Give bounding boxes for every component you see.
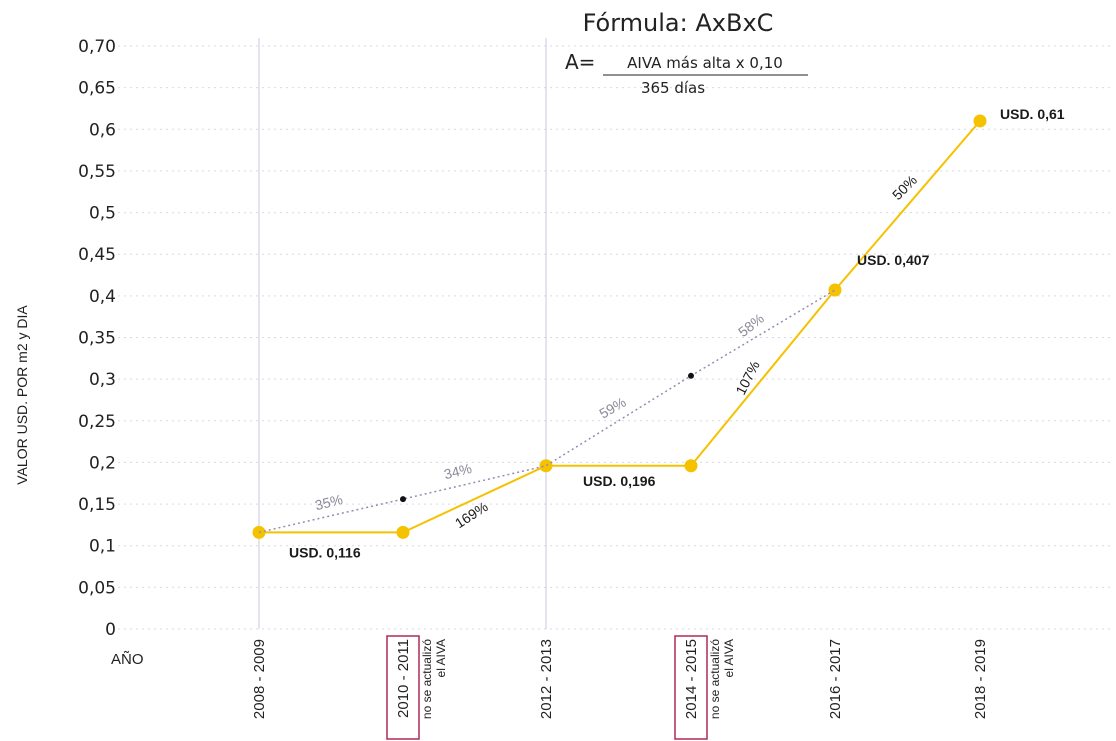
segment-label-alt: 58% — [735, 310, 767, 340]
segment-label: 50% — [889, 172, 920, 203]
x-tick-label: 2016 - 2017 — [827, 639, 844, 719]
y-tick-label: 0,25 — [78, 412, 116, 432]
x-tick-note-line: no se actualizó — [708, 639, 722, 719]
formula-denominator: 365 días — [641, 79, 705, 97]
x-tick: 2012 - 2013 — [538, 639, 555, 719]
x-tick: 2008 - 2009 — [251, 639, 268, 719]
segment-label-alt: 35% — [313, 491, 344, 513]
x-axis-label: AÑO — [111, 651, 144, 668]
y-tick-label: 0,3 — [89, 370, 116, 390]
y-axis-ticks: 0 0,05 0,1 0,15 0,2 0,25 0,3 0,35 0,4 0,45 0,5 0,55… — [78, 37, 116, 640]
grid-lines — [118, 38, 1110, 630]
x-tick-highlight-box — [386, 635, 420, 740]
y-tick-label: 0,45 — [78, 245, 116, 265]
x-tick-note: no se actualizó — [420, 639, 434, 719]
formula-numerator: AIVA más alta x 0,10 — [627, 54, 783, 72]
x-tick-label: 2012 - 2013 — [538, 639, 555, 719]
series-layer — [252, 114, 987, 539]
x-tick: 2018 - 2019 — [972, 639, 989, 719]
series-point-dotted — [688, 372, 694, 379]
y-tick-label: 0,5 — [89, 204, 116, 224]
series-point — [828, 283, 842, 297]
x-tick-note-line: el AIVA — [434, 639, 448, 677]
x-tick-note-line: el AIVA — [722, 639, 736, 677]
series-point — [539, 459, 553, 473]
y-axis-label: VALOR USD. POR m2 y DIA — [14, 305, 30, 485]
series-point — [396, 525, 410, 539]
x-tick-note-line: no se actualizó — [420, 639, 434, 719]
series-line-dotted — [258, 289, 836, 534]
segment-label-alt: 34% — [442, 460, 473, 482]
segment-label: 107% — [732, 358, 763, 397]
x-tick-label: 2014 - 2015 — [683, 639, 700, 719]
y-tick-label: 0,1 — [89, 537, 116, 557]
point-label: USD. 0,407 — [857, 252, 930, 268]
y-tick-label: 0,65 — [78, 79, 116, 99]
y-tick-label: 0,6 — [89, 120, 116, 140]
y-tick-label: 0,70 — [78, 37, 116, 57]
series-point — [684, 459, 698, 473]
y-tick-label: 0,35 — [78, 329, 116, 349]
point-label: USD. 0,61 — [1000, 106, 1065, 122]
y-tick-label: 0,05 — [78, 578, 116, 598]
point-label: USD. 0,196 — [583, 473, 656, 489]
data-labels: USD. 0,116 USD. 0,196 USD. 0,407 USD. 0,61 1… — [289, 106, 1065, 560]
chart-title: Fórmula: AxBxC — [583, 9, 774, 37]
series-point-dotted — [400, 496, 406, 503]
x-tick-label: 2010 - 2011 — [395, 639, 412, 718]
series-line — [259, 120, 981, 534]
segment-label: 169% — [452, 498, 491, 531]
y-tick-label: 0,4 — [89, 287, 116, 307]
y-tick-label: 0,2 — [89, 453, 116, 473]
x-axis-ticks: 2008 - 2009 2010 - 2011 2012 - 2013 2014 - … — [251, 635, 989, 740]
x-tick-label: 2008 - 2009 — [251, 639, 268, 719]
x-tick: 2016 - 2017 — [827, 639, 844, 719]
formula-prefix: A= — [565, 50, 595, 74]
x-tick-highlight-box — [674, 635, 708, 740]
y-tick-label: 0,55 — [78, 162, 116, 182]
x-tick-note: el AIVA — [434, 639, 448, 677]
x-tick-note: el AIVA — [722, 639, 736, 677]
y-tick-label: 0 — [105, 620, 116, 640]
point-label: USD. 0,116 — [289, 544, 361, 560]
y-tick-label: 0,15 — [78, 495, 116, 515]
x-tick-note: no se actualizó — [708, 639, 722, 719]
x-tick-label: 2018 - 2019 — [972, 639, 989, 719]
series-point — [973, 114, 987, 128]
x-tick: 2014 - 2015 — [683, 639, 700, 719]
x-tick: 2010 - 2011 — [395, 639, 412, 718]
